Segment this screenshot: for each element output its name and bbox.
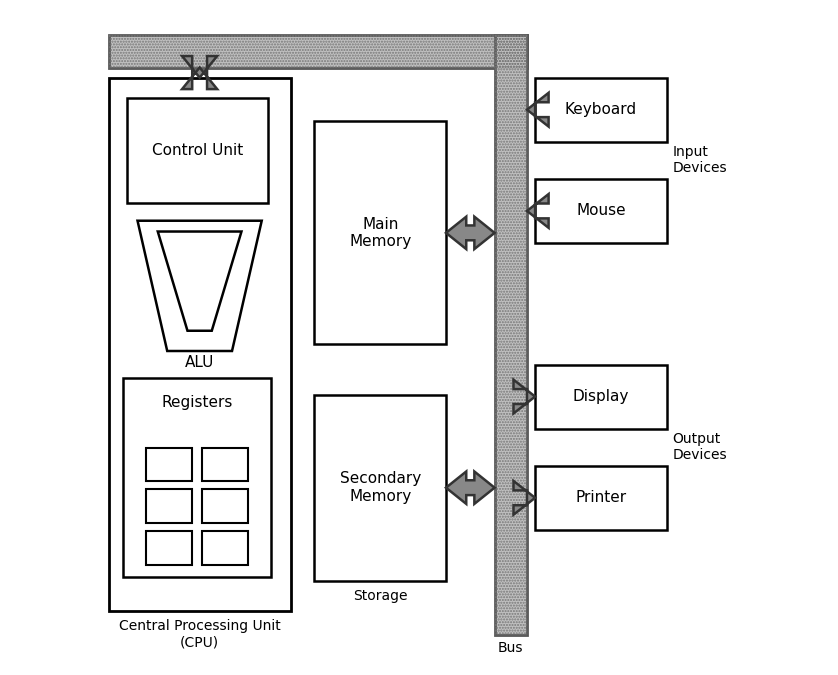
Bar: [146, 531, 192, 565]
Bar: [314, 395, 446, 580]
Bar: [146, 448, 192, 481]
Text: Mouse: Mouse: [576, 203, 626, 219]
Bar: [127, 98, 268, 202]
Polygon shape: [527, 93, 549, 127]
Text: Storage: Storage: [353, 589, 407, 603]
Text: Main
Memory: Main Memory: [349, 217, 411, 249]
Bar: [535, 466, 667, 530]
Bar: [108, 35, 527, 68]
Bar: [202, 531, 248, 565]
Text: Output
Devices: Output Devices: [672, 432, 727, 462]
Bar: [108, 35, 527, 68]
Bar: [535, 78, 667, 142]
Text: Secondary
Memory: Secondary Memory: [339, 471, 421, 504]
Polygon shape: [446, 217, 494, 249]
Text: Bus: Bus: [498, 641, 524, 655]
Polygon shape: [514, 379, 535, 413]
Bar: [202, 489, 248, 523]
Bar: [202, 448, 248, 481]
Text: Registers: Registers: [161, 395, 233, 410]
Bar: [535, 364, 667, 429]
Bar: [108, 78, 291, 611]
Text: Printer: Printer: [576, 490, 627, 506]
Text: Control Unit: Control Unit: [152, 142, 243, 158]
Polygon shape: [137, 221, 261, 351]
Bar: [535, 179, 667, 243]
Bar: [123, 378, 271, 577]
Bar: [494, 35, 527, 634]
Text: Keyboard: Keyboard: [565, 102, 637, 117]
Text: Input
Devices: Input Devices: [672, 145, 727, 176]
Bar: [146, 489, 192, 523]
Polygon shape: [527, 194, 549, 228]
Text: ALU: ALU: [185, 355, 215, 370]
Polygon shape: [158, 232, 241, 331]
Bar: [314, 122, 446, 344]
Text: Display: Display: [572, 389, 629, 404]
Polygon shape: [446, 471, 494, 504]
Polygon shape: [182, 56, 217, 89]
Text: Central Processing Unit
(CPU): Central Processing Unit (CPU): [119, 619, 281, 649]
Bar: [494, 35, 527, 634]
Polygon shape: [514, 481, 535, 514]
